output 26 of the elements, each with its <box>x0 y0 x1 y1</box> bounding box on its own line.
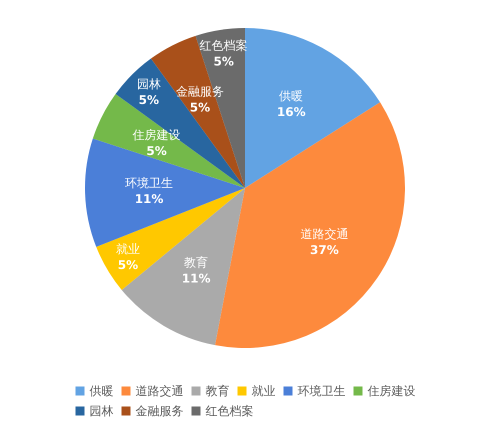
legend-label: 环境卫生 <box>298 384 346 398</box>
legend-label: 供暖 <box>90 384 114 398</box>
legend-label: 住房建设 <box>366 384 416 398</box>
legend-label: 道路交通 <box>136 384 184 398</box>
slice-label: 道路交通 <box>300 226 348 241</box>
data-label: 5% <box>138 92 160 107</box>
data-label: 11% <box>134 192 164 206</box>
legend-label: 金融服务 <box>136 404 184 418</box>
data-label: 5% <box>190 100 210 115</box>
data-label: 11% <box>182 272 210 286</box>
legend-label: 教育 <box>206 384 230 398</box>
slice-label: 就业 <box>116 242 140 256</box>
legend-label: 园林 <box>90 404 114 418</box>
data-label: 37% <box>310 242 339 257</box>
legend-label: 红色档案 <box>206 404 254 418</box>
legend-label: 就业 <box>252 384 276 398</box>
slice-label: 金融服务 <box>176 84 224 99</box>
slice-label: 教育 <box>184 256 208 270</box>
slice-label: 住房建设 <box>132 128 181 142</box>
slice-label: 环境卫生 <box>125 176 174 190</box>
data-label: 5% <box>214 54 234 69</box>
data-label: 16% <box>276 104 306 119</box>
slice-label: 园林 <box>136 76 161 91</box>
data-label: 5% <box>146 144 167 158</box>
slice-label: 供暖 <box>279 88 304 103</box>
data-label: 5% <box>118 258 138 272</box>
